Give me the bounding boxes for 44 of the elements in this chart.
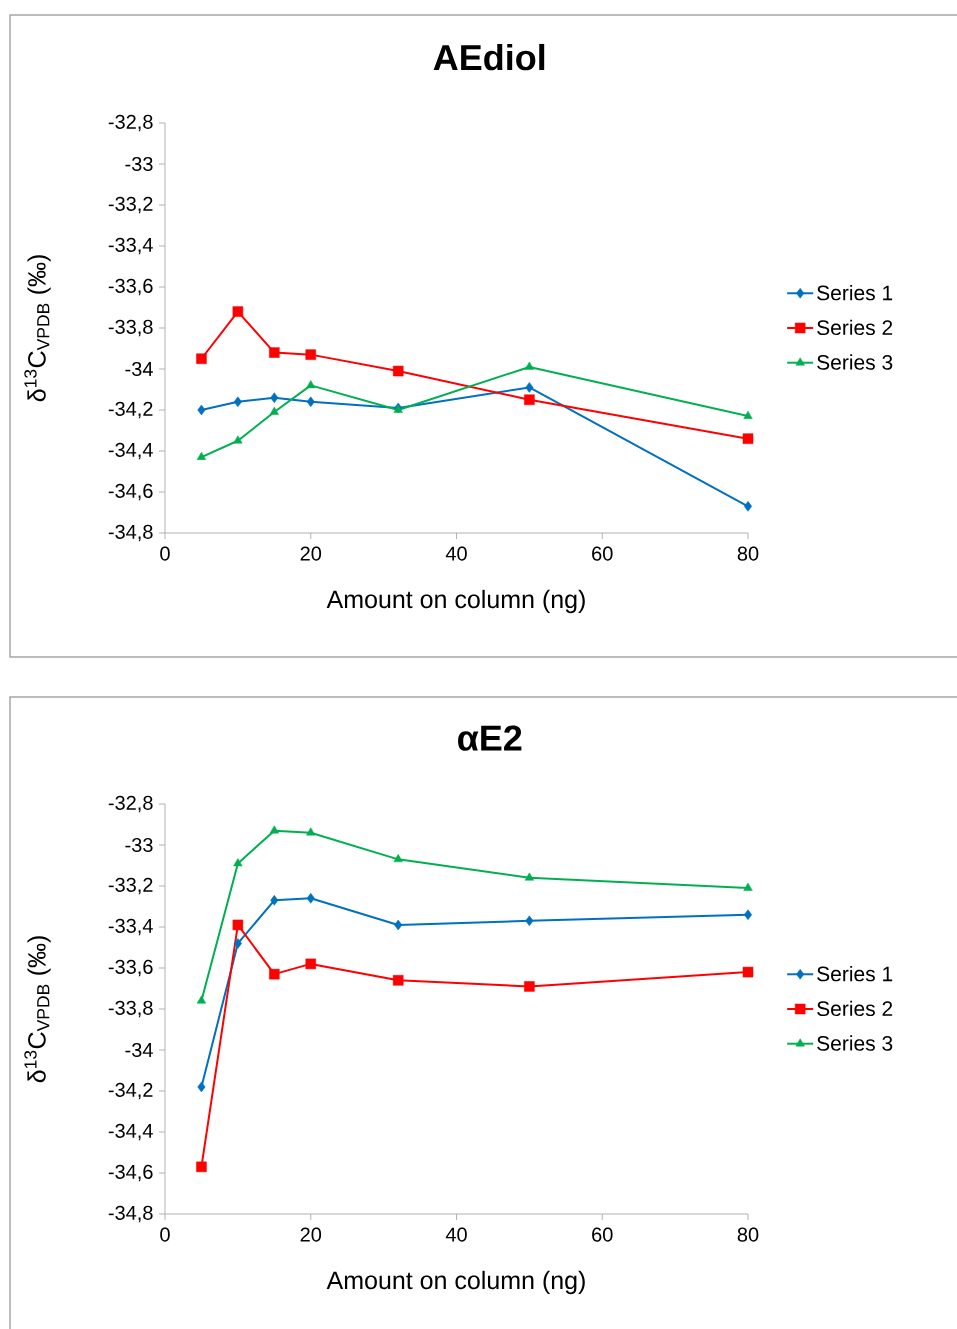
x-tick-label: 60 <box>592 1227 613 1242</box>
y-axis-title: δ$^{13}$C$_{VPDB}$ (‰) <box>24 255 51 402</box>
y-tick-label: -34,8 <box>108 1205 153 1223</box>
chart-title: αE2 <box>458 725 522 751</box>
x-axis-title: Amount on column (ng) <box>326 1270 585 1295</box>
y-tick-label: -33,4 <box>108 918 153 936</box>
y-axis-title: δ$^{13}$C$_{VPDB}$ (‰) <box>24 936 51 1083</box>
y-tick-label: -33,8 <box>108 1000 153 1018</box>
legend-label: Series 1 <box>817 284 893 301</box>
y-tick-label: -33 <box>125 837 153 853</box>
y-tick-label: -33 <box>125 156 153 172</box>
x-tick-label: 80 <box>737 546 759 561</box>
legend-label: Series 3 <box>817 354 893 370</box>
y-tick-label: -34,2 <box>108 1082 153 1100</box>
y-tick-label: -33,8 <box>108 319 153 337</box>
chart-title: AEdiol <box>433 43 545 71</box>
y-tick-label: -34,4 <box>108 442 153 460</box>
x-tick-label: 20 <box>300 546 322 561</box>
legend-label: Series 3 <box>817 1035 893 1051</box>
legend-label: Series 2 <box>817 319 893 336</box>
y-tick-label: -32,8 <box>108 114 153 132</box>
y-tick-label: -33,6 <box>108 959 153 977</box>
x-tick-label: 40 <box>445 1227 467 1242</box>
y-tick-label: -33,4 <box>108 237 153 255</box>
legend-label: Series 1 <box>817 965 893 982</box>
x-tick-label: 80 <box>737 1227 759 1242</box>
y-tick-label: -34 <box>125 1042 153 1058</box>
y-tick-label: -34 <box>125 361 153 377</box>
y-tick-label: -34,2 <box>108 401 153 419</box>
legend-label: Series 2 <box>817 1000 893 1017</box>
x-tick-label: 60 <box>592 546 613 561</box>
x-axis-title: Amount on column (ng) <box>326 589 585 614</box>
y-tick-label: -32,8 <box>108 795 153 813</box>
y-tick-label: -34,6 <box>108 483 153 501</box>
y-tick-label: -33,6 <box>108 278 153 296</box>
x-tick-label: 40 <box>445 546 467 561</box>
y-tick-label: -34,6 <box>108 1164 153 1182</box>
y-tick-label: -33,2 <box>108 196 153 214</box>
y-tick-label: -34,4 <box>108 1123 153 1141</box>
x-tick-label: 0 <box>160 546 170 561</box>
x-tick-label: 0 <box>160 1227 170 1242</box>
y-tick-label: -34,8 <box>108 524 153 542</box>
x-tick-label: 20 <box>300 1227 322 1242</box>
y-tick-label: -33,2 <box>108 877 153 895</box>
